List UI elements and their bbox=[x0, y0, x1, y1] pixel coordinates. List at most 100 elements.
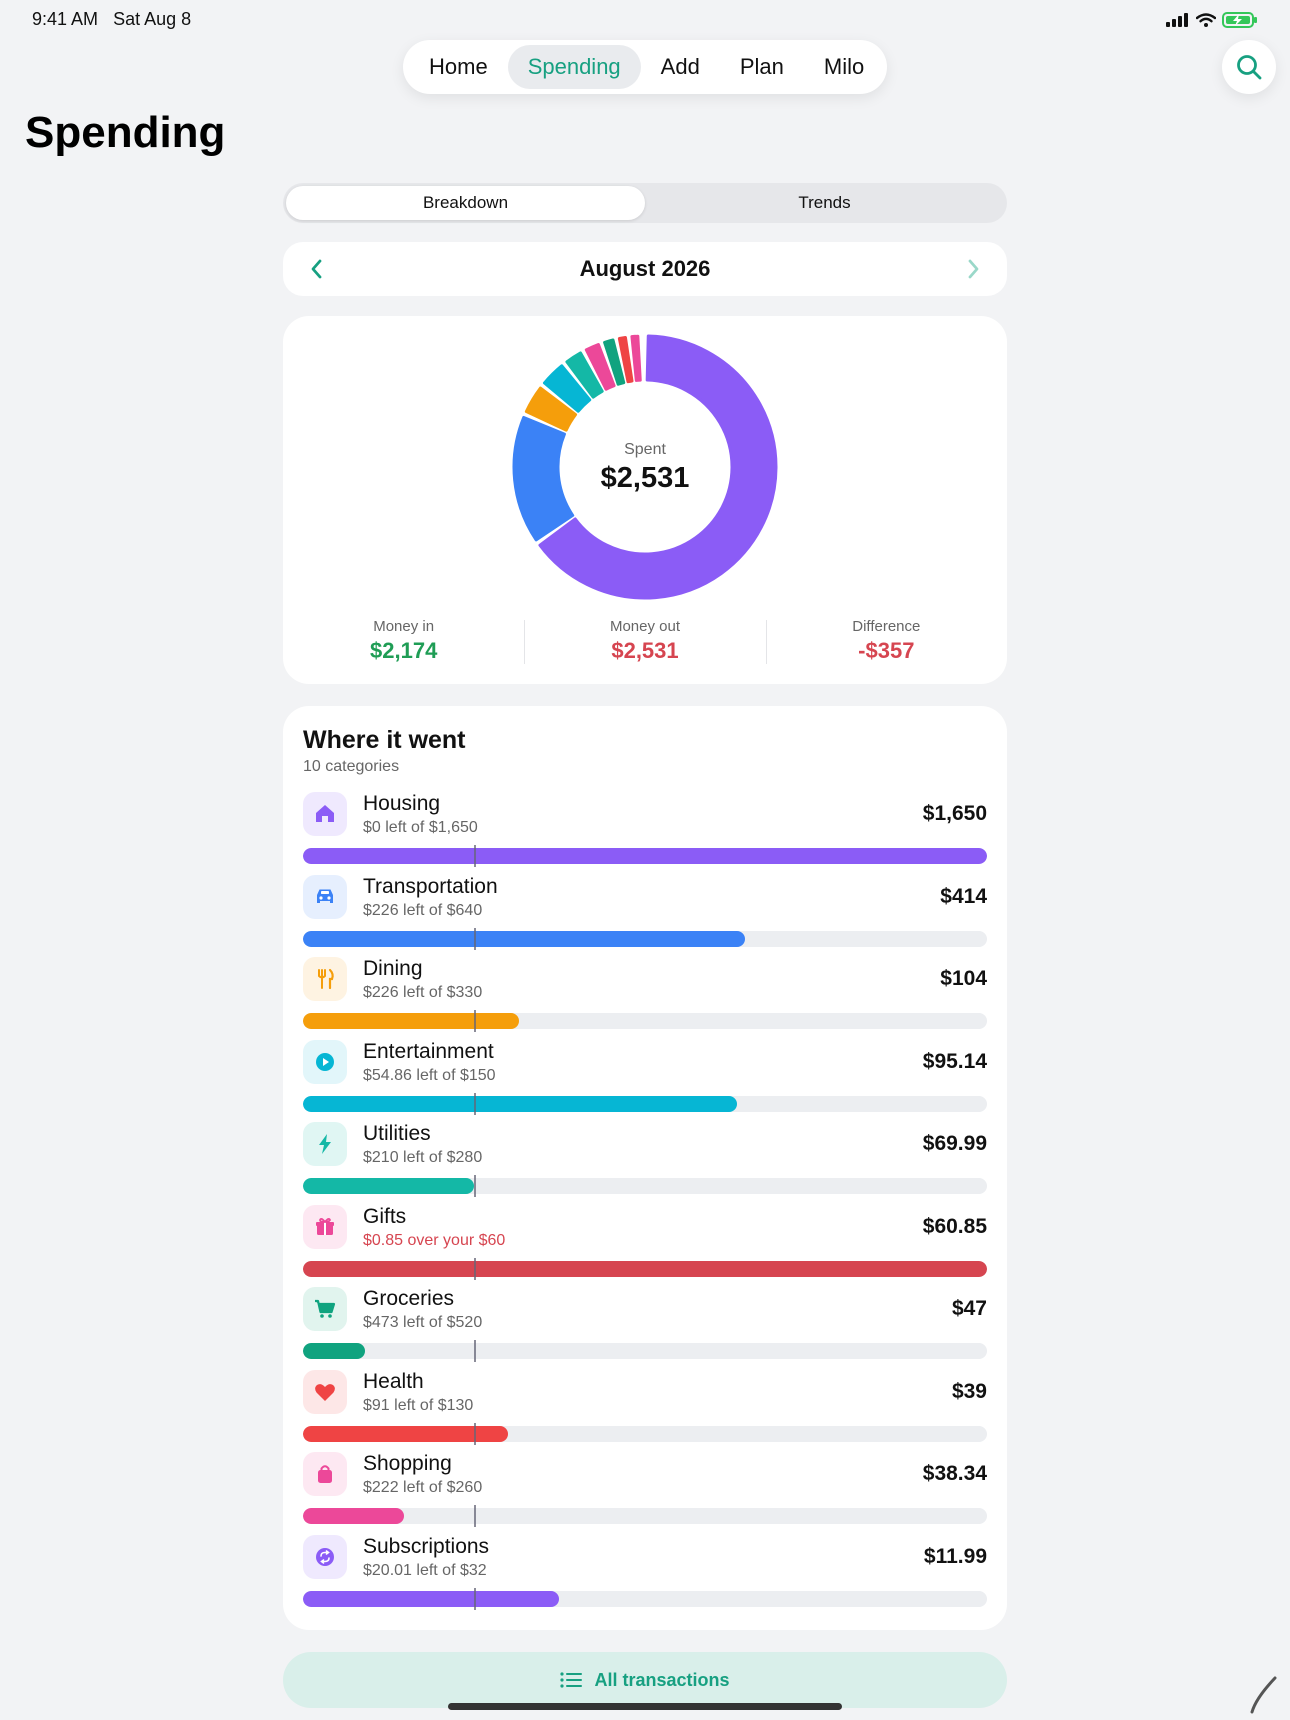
bolt-icon bbox=[319, 1134, 331, 1154]
money-out-stat: Money out $2,531 bbox=[524, 618, 765, 664]
donut-slice-shopping[interactable] bbox=[630, 334, 642, 382]
month-label: August 2026 bbox=[579, 256, 711, 281]
page-title: Spending bbox=[25, 108, 226, 157]
category-progress-track bbox=[303, 1425, 987, 1442]
category-amount: $11.99 bbox=[923, 1544, 987, 1568]
all-transactions-label: All transactions bbox=[594, 1669, 730, 1690]
category-row[interactable]: Shopping $222 left of $260 $38.34 bbox=[303, 1452, 987, 1532]
category-row[interactable]: Dining $226 left of $330 $104 bbox=[303, 957, 987, 1037]
top-navigation: Home Spending Add Plan Milo bbox=[403, 40, 887, 94]
fork-knife-icon bbox=[318, 968, 334, 990]
difference-stat: Difference -$357 bbox=[765, 618, 1007, 664]
month-progress-marker bbox=[474, 1340, 476, 1362]
next-month-chevron-icon[interactable] bbox=[965, 258, 981, 280]
category-progress-track bbox=[303, 930, 987, 947]
status-bar: 9:41 AM Sat Aug 8 bbox=[0, 0, 1290, 44]
category-row[interactable]: Subscriptions $20.01 left of $32 $11.99 bbox=[303, 1534, 987, 1615]
all-transactions-button[interactable]: All transactions bbox=[283, 1652, 1007, 1708]
category-budget-note: $226 left of $640 bbox=[363, 901, 483, 919]
spending-summary-card: Spent $2,531 Money in $2,174 Money out $… bbox=[283, 316, 1007, 684]
month-progress-marker bbox=[474, 1422, 476, 1445]
category-amount: $104 bbox=[940, 967, 987, 990]
category-budget-note: $20.01 left of $32 bbox=[363, 1561, 487, 1579]
play-icon bbox=[316, 1052, 334, 1071]
category-amount: $39 bbox=[951, 1379, 987, 1403]
gift-category-icon bbox=[303, 1204, 347, 1249]
segment-trends[interactable]: Trends bbox=[798, 193, 851, 212]
tab-plan[interactable]: Plan bbox=[739, 54, 784, 79]
donut-slice-gifts[interactable] bbox=[584, 343, 616, 391]
category-name: Shopping bbox=[363, 1452, 452, 1475]
category-progress-fill bbox=[303, 1260, 987, 1277]
donut-center-value: $2,531 bbox=[600, 462, 690, 494]
play-category-icon bbox=[303, 1039, 347, 1084]
category-row[interactable]: Transportation $226 left of $640 $414 bbox=[303, 874, 987, 955]
search-button[interactable] bbox=[1222, 40, 1276, 94]
house-icon bbox=[316, 805, 334, 822]
house-category-icon bbox=[303, 792, 347, 836]
category-progress-track bbox=[303, 1343, 987, 1359]
categories-card: Where it went 10 categories Housing $0 le… bbox=[283, 706, 1007, 1630]
month-progress-marker bbox=[474, 1010, 476, 1032]
status-time: 9:41 AM Sat Aug 8 bbox=[32, 9, 192, 29]
categories-title: Where it went bbox=[303, 726, 466, 754]
tab-spending[interactable]: Spending bbox=[507, 45, 641, 89]
pencil-stroke-icon bbox=[1250, 1676, 1277, 1714]
home-indicator bbox=[448, 1703, 842, 1710]
category-row[interactable]: Entertainment $54.86 left of $150 $95.14 bbox=[303, 1039, 987, 1120]
category-progress-fill bbox=[303, 930, 746, 947]
category-amount: $60.85 bbox=[922, 1214, 987, 1238]
battery-charging-icon bbox=[1222, 12, 1257, 28]
donut-slice-dining[interactable] bbox=[524, 386, 578, 432]
car-category-icon bbox=[303, 874, 347, 919]
repeat-icon bbox=[316, 1547, 334, 1566]
donut-slice-utilities[interactable] bbox=[565, 351, 604, 399]
donut-center-label: Spent bbox=[624, 441, 666, 458]
category-name: Housing bbox=[363, 792, 441, 815]
category-progress-fill bbox=[303, 1178, 474, 1194]
donut-slice-housing[interactable] bbox=[538, 334, 778, 600]
month-picker: August 2026 bbox=[283, 242, 1007, 296]
category-amount: $1,650 bbox=[922, 802, 987, 825]
month-progress-marker bbox=[474, 927, 476, 950]
category-row[interactable]: Utilities $210 left of $280 $69.99 bbox=[303, 1122, 987, 1202]
category-name: Transportation bbox=[363, 874, 498, 898]
donut-slice-groceries[interactable] bbox=[603, 338, 626, 386]
category-amount: $69.99 bbox=[922, 1132, 987, 1155]
month-progress-marker bbox=[474, 1505, 476, 1527]
repeat-category-icon bbox=[303, 1534, 347, 1579]
category-progress-track bbox=[303, 848, 987, 864]
month-progress-marker bbox=[474, 845, 476, 867]
category-row[interactable]: Housing $0 left of $1,650 $1,650 bbox=[303, 792, 987, 872]
bag-category-icon bbox=[303, 1452, 347, 1496]
month-progress-marker bbox=[474, 1175, 476, 1197]
month-progress-marker bbox=[474, 1092, 476, 1115]
money-out-label: Money out bbox=[609, 618, 681, 635]
donut-slice-health[interactable] bbox=[617, 335, 634, 384]
donut-slice-entertainment[interactable] bbox=[542, 364, 592, 413]
month-progress-marker bbox=[474, 1257, 476, 1280]
heart-category-icon bbox=[303, 1369, 347, 1414]
category-budget-note: $91 left of $130 bbox=[363, 1396, 474, 1414]
category-amount: $95.14 bbox=[922, 1049, 987, 1073]
segment-breakdown[interactable]: Breakdown bbox=[286, 186, 645, 220]
category-name: Utilities bbox=[363, 1122, 431, 1145]
list-icon bbox=[560, 1672, 583, 1688]
category-progress-fill bbox=[303, 1425, 509, 1442]
category-amount: $38.34 bbox=[922, 1462, 987, 1485]
category-row[interactable]: Gifts $0.85 over your $60 $60.85 bbox=[303, 1204, 987, 1285]
tab-home[interactable]: Home bbox=[429, 54, 488, 79]
category-budget-note: $226 left of $330 bbox=[363, 984, 483, 1001]
category-name: Health bbox=[363, 1369, 424, 1393]
money-out-value: $2,531 bbox=[611, 638, 679, 663]
donut-slice-transportation[interactable] bbox=[512, 415, 575, 542]
previous-month-chevron-icon[interactable] bbox=[309, 258, 325, 280]
category-progress-track bbox=[303, 1590, 987, 1607]
fork-knife-category-icon bbox=[303, 957, 347, 1001]
category-progress-fill bbox=[303, 1508, 404, 1524]
category-row[interactable]: Groceries $473 left of $520 $47 bbox=[303, 1287, 987, 1367]
cellular-signal-icon bbox=[1166, 13, 1188, 27]
category-row[interactable]: Health $91 left of $130 $39 bbox=[303, 1369, 987, 1450]
tab-add[interactable]: Add bbox=[660, 54, 700, 79]
tab-milo[interactable]: Milo bbox=[823, 54, 865, 79]
